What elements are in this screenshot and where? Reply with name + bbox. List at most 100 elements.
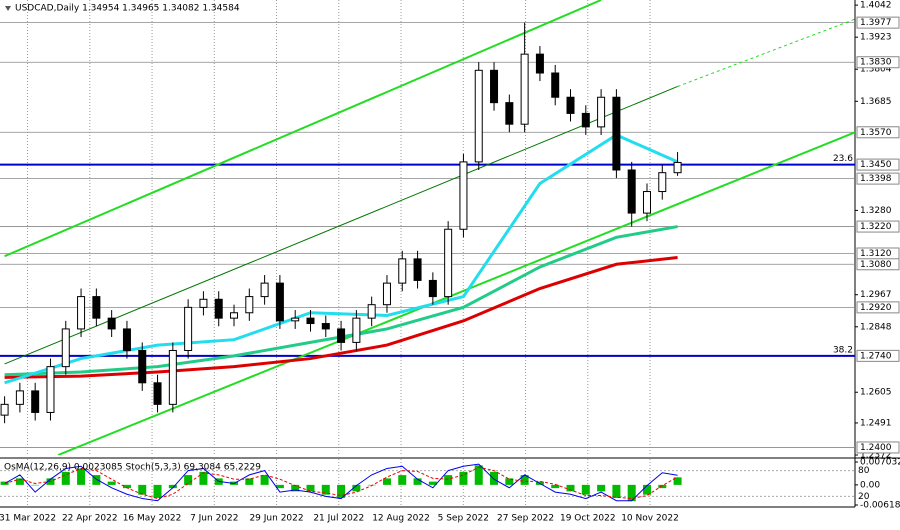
osma-bar (597, 484, 606, 492)
osma-bar (352, 484, 361, 492)
candle-body (122, 328, 131, 351)
osma-bar (337, 484, 346, 498)
candle-body (673, 161, 682, 174)
osma-bar (444, 475, 453, 485)
stoch-line (4, 463, 678, 502)
level-label-box (856, 441, 900, 454)
candle-body (168, 349, 177, 405)
candle-body (444, 228, 453, 298)
candle-body (214, 298, 223, 319)
chart-title: USDCAD,Daily 1.34954 1.34965 1.34082 1.3… (15, 4, 240, 14)
candle-body (107, 317, 116, 330)
fib-label: 38.2 (833, 345, 853, 355)
level-label-box (856, 158, 900, 171)
candle-body (642, 191, 651, 214)
moving-average (4, 256, 678, 379)
candle-body (0, 403, 9, 416)
symbol-icon (5, 6, 11, 11)
candle-body (520, 53, 529, 125)
candle-body (92, 296, 101, 319)
osma-bar (61, 471, 70, 485)
candle-body (352, 317, 361, 343)
candle-body (15, 390, 24, 405)
osc-tick-label: 0.0070329 (860, 458, 900, 468)
osma-bar (398, 475, 407, 485)
candle-body (428, 279, 437, 298)
osma-bar (566, 484, 575, 492)
oscillator-title: OsMA(12,26,9) 0.0023085 Stoch(5,3,3) 69.… (4, 463, 261, 473)
candle-body (260, 282, 269, 298)
candle-body (490, 69, 499, 104)
x-tick-label: 19 Oct 2022 (560, 514, 616, 524)
candle-body (382, 282, 391, 306)
osma-bar (306, 484, 315, 492)
level-label-box (856, 56, 900, 69)
osma-bar (15, 478, 24, 485)
stoch-line (4, 466, 678, 500)
candle-body (398, 258, 407, 284)
y-tick-label: 1.2848 (860, 322, 892, 332)
candle-body (474, 69, 483, 163)
candle-body (658, 172, 667, 193)
candle-body (77, 296, 86, 330)
osma-bar (153, 484, 162, 498)
y-tick-label: 1.2372 (860, 451, 892, 461)
level-label: 1.3080 (860, 260, 892, 270)
osma-bar (612, 484, 621, 498)
level-label: 1.3120 (860, 249, 892, 259)
osma-bar (581, 484, 590, 495)
level-label: 1.2740 (860, 351, 892, 361)
y-tick-label: 1.2491 (860, 418, 892, 428)
osma-bar (321, 484, 330, 495)
channel-line (677, 18, 855, 87)
x-tick-label: 12 Aug 2022 (372, 514, 430, 524)
osma-bar (520, 475, 529, 485)
main-panel (0, 0, 855, 455)
candle-body (184, 306, 193, 351)
candle-body (367, 304, 376, 319)
channel-line (4, 0, 602, 258)
level-label: 1.2920 (860, 303, 892, 313)
y-tick-label: 1.4042 (860, 1, 892, 11)
osma-bar (275, 484, 284, 489)
osma-bar (168, 484, 177, 489)
osma-bar (77, 468, 86, 485)
oscillator-panel (0, 459, 855, 507)
candle-body (627, 169, 636, 214)
x-tick-label: 29 Jun 2022 (249, 514, 303, 524)
candle-body (31, 390, 40, 413)
osma-bar (505, 478, 514, 485)
level-label: 1.3398 (860, 174, 892, 184)
level-label-box (856, 301, 900, 314)
moving-average (4, 133, 679, 385)
candle-body (337, 328, 346, 343)
x-tick-label: 22 Apr 2022 (62, 514, 118, 524)
level-label-box (856, 172, 900, 185)
x-tick-label: 21 Jul 2022 (313, 514, 364, 524)
osc-tick-label: 0.00 (860, 480, 880, 490)
x-tick-label: 5 Sep 2022 (438, 514, 489, 524)
candle-body (275, 282, 284, 322)
osma-bar (199, 471, 208, 485)
osma-bar (184, 475, 193, 485)
osma-bar (428, 481, 437, 485)
x-tick-label: 16 May 2022 (123, 514, 182, 524)
y-tick-label: 1.3685 (860, 97, 892, 107)
x-tick-label: 27 Sep 2022 (497, 514, 554, 524)
level-label: 1.3977 (860, 18, 892, 28)
osma-bar (138, 484, 147, 495)
moving-average (4, 225, 678, 377)
candle-body (61, 328, 70, 368)
candle-body (535, 53, 544, 74)
level-label-box (856, 16, 900, 29)
candle-body (306, 317, 315, 325)
osma-bar (291, 484, 300, 492)
fib-label: 23.6 (833, 154, 853, 164)
channel-line (4, 86, 678, 365)
osma-bar (245, 478, 254, 485)
y-tick-label: 1.3280 (860, 206, 892, 216)
level-label-box (856, 349, 900, 362)
